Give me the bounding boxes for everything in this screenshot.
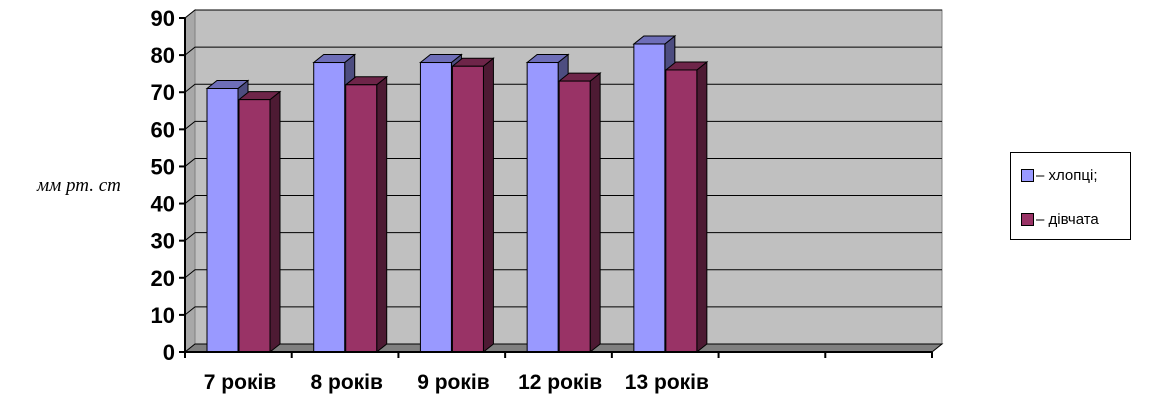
legend-swatch-girls [1021, 212, 1034, 226]
legend-item-girls: – дівчата [1021, 209, 1099, 229]
bar [419, 62, 452, 353]
bar [665, 69, 698, 353]
y-tick-label: 80 [151, 43, 175, 68]
legend-label-boys: – хлопці; [1036, 166, 1098, 184]
legend-label-girls: – дівчата [1036, 210, 1099, 228]
bar-side [482, 57, 494, 354]
y-tick-label: 10 [151, 303, 175, 328]
bar [633, 43, 666, 353]
y-tick-label: 70 [151, 80, 175, 105]
bar-side [376, 75, 388, 354]
y-tick-label: 20 [151, 266, 175, 291]
y-tick-label: 50 [151, 154, 175, 179]
bar [558, 80, 591, 353]
axes: 0 10 20 30 40 50 60 70 80 90 7 років 8 років 9 років… [151, 6, 933, 394]
x-tick-label: 7 років [204, 371, 277, 394]
x-tick-label: 13 років [625, 371, 709, 394]
gridline [184, 9, 942, 19]
bar-side [269, 90, 281, 354]
bars [205, 34, 709, 354]
legend-item-boys: – хлопці; [1021, 165, 1098, 185]
legend-swatch-boys [1021, 168, 1034, 182]
bar-side [589, 72, 601, 354]
y-axis-label: мм рт. ст [37, 175, 121, 196]
legend: – хлопці; – дівчата [1010, 152, 1131, 240]
bar [345, 84, 378, 353]
y-tick-label: 60 [151, 117, 175, 142]
gridline [184, 46, 942, 56]
x-tick-label: 8 років [310, 371, 383, 394]
y-tick-label: 0 [163, 340, 175, 365]
plot-side-wall [184, 8, 196, 354]
bar [526, 62, 559, 353]
bar [206, 88, 239, 353]
bar-side [696, 60, 708, 354]
y-tick-label: 90 [151, 6, 175, 31]
y-tick-label: 30 [151, 229, 175, 254]
bar [451, 65, 484, 353]
x-tick-label: 9 років [417, 371, 490, 394]
x-tick-label: 12 років [518, 371, 602, 394]
bar [313, 62, 346, 353]
bar [238, 99, 271, 353]
y-tick-label: 40 [151, 192, 175, 217]
